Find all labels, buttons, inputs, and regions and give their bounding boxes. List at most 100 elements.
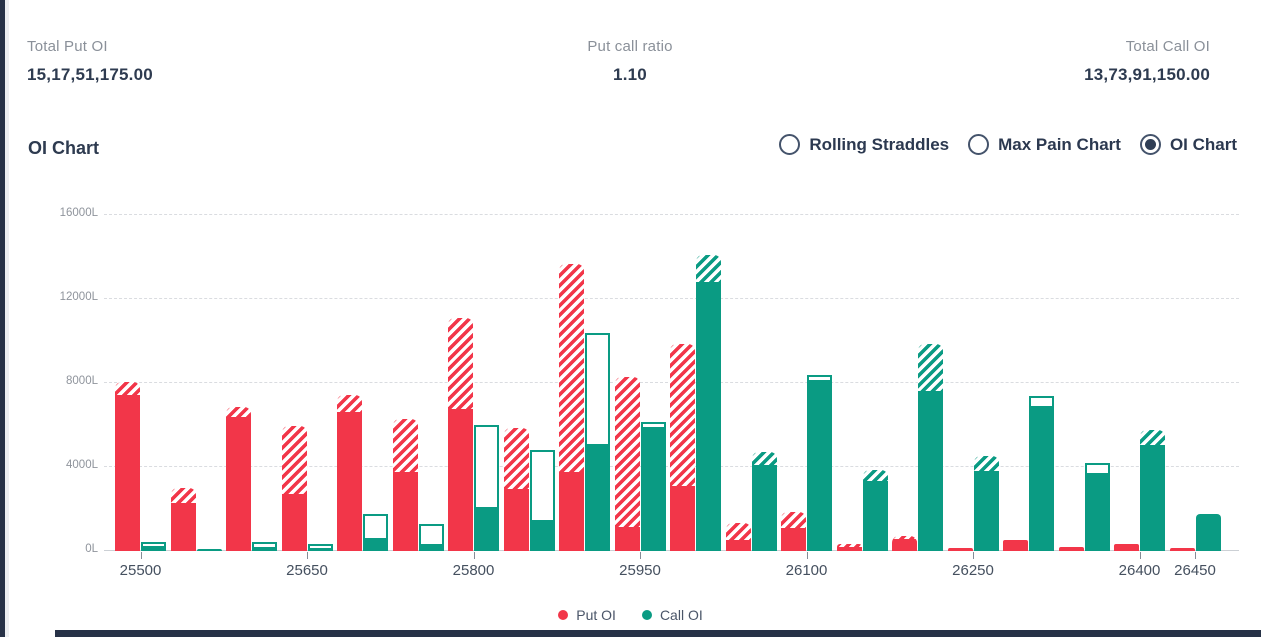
call-oi-bar-25950[interactable] <box>640 421 666 551</box>
call-oi-bar-25850[interactable] <box>529 449 555 551</box>
call-oi-bar-25600-solid-fill <box>254 547 275 549</box>
x-axis-tick <box>1139 552 1141 559</box>
radio-oi-chart[interactable]: OI Chart <box>1139 134 1237 155</box>
y-axis-tick-label: 0L <box>85 543 98 555</box>
legend-item-call-oi[interactable]: Call OI <box>641 607 703 623</box>
total-call-oi-value: 13,73,91,150.00 <box>1084 65 1210 84</box>
call-oi-bar-25900-solid-fill <box>587 443 608 549</box>
put-oi-bar-25500-solid-fill <box>115 394 140 551</box>
call-oi-dot-icon <box>641 610 652 620</box>
x-axis-tick <box>973 552 974 559</box>
call-oi-bar-26000[interactable] <box>696 254 721 551</box>
call-oi-bar-25600[interactable] <box>252 541 277 551</box>
call-oi-bar-26050[interactable] <box>751 452 777 551</box>
put-call-ratio-value: 1.10 <box>613 65 647 84</box>
put-oi-bar-26000-solid-fill <box>670 485 695 551</box>
put-oi-bar-25900[interactable] <box>559 264 584 551</box>
call-oi-bar-26250-solid-fill <box>973 470 999 551</box>
put-oi-bar-25850[interactable] <box>503 428 529 551</box>
put-oi-bar-25900-solid-fill <box>559 471 584 551</box>
put-oi-bar-26100[interactable] <box>781 511 806 551</box>
put-oi-bar-25950[interactable] <box>614 376 640 551</box>
put-oi-bar-26050[interactable] <box>725 523 751 551</box>
put-oi-bar-26350[interactable] <box>1058 547 1084 551</box>
call-oi-bar-25800[interactable] <box>474 425 499 551</box>
call-oi-bar-26200-solid-fill <box>918 391 943 551</box>
radio-selected-icon <box>1139 134 1161 155</box>
call-oi-bar-25550[interactable] <box>196 549 222 551</box>
put-oi-bar-25700[interactable] <box>337 394 362 551</box>
put-oi-bar-25600-solid-fill <box>226 416 251 551</box>
radio-icon <box>779 134 801 155</box>
call-oi-bar-26100[interactable] <box>807 375 832 551</box>
total-put-oi-value: 15,17,51,175.00 <box>27 65 153 84</box>
put-oi-bar-25950-solid-fill <box>614 526 640 551</box>
total-call-oi-label: Total Call OI <box>1125 38 1210 55</box>
y-axis-tick-label: 4000L <box>66 459 98 471</box>
call-oi-bar-25650-solid-fill <box>309 547 331 549</box>
gridline-12000L <box>104 298 1239 299</box>
y-axis-tick-label: 8000L <box>66 375 98 387</box>
x-axis-tick <box>1195 552 1196 559</box>
put-oi-dot-icon <box>558 610 569 620</box>
call-oi-bar-26450[interactable] <box>1195 514 1221 551</box>
call-oi-bar-26400[interactable] <box>1140 430 1165 551</box>
y-axis-tick-label: 12000L <box>59 291 98 303</box>
call-oi-bar-26150[interactable] <box>862 470 888 551</box>
put-oi-bar-25500[interactable] <box>115 381 140 551</box>
total-put-oi-label: Total Put OI <box>27 38 108 55</box>
call-oi-bar-26300-solid-fill <box>1031 406 1052 549</box>
page-title: OI Chart <box>28 138 100 158</box>
put-oi-bar-26100-solid-fill <box>781 527 806 551</box>
put-oi-bar-26400[interactable] <box>1114 544 1139 551</box>
put-oi-bar-26450[interactable] <box>1169 548 1195 551</box>
put-oi-bar-25550[interactable] <box>170 488 196 551</box>
call-oi-bar-25900[interactable] <box>585 332 610 551</box>
legend-item-put-oi[interactable]: Put OI <box>558 607 616 623</box>
call-oi-bar-26150-solid-fill <box>862 480 888 551</box>
call-oi-bar-26350[interactable] <box>1084 462 1110 551</box>
put-oi-bar-26250[interactable] <box>947 547 973 551</box>
call-oi-bar-25700[interactable] <box>363 514 388 551</box>
call-oi-bar-26250[interactable] <box>973 455 999 551</box>
put-oi-bar-25600[interactable] <box>226 406 251 551</box>
gridline-16000L <box>104 214 1239 215</box>
put-oi-bar-25800[interactable] <box>448 317 473 551</box>
chart-type-radio-group: Rolling Straddles Max Pain Chart OI Char… <box>779 134 1237 155</box>
x-axis-tick-label-25950: 25950 <box>619 562 661 579</box>
call-oi-bar-26350-solid-fill <box>1086 473 1108 549</box>
x-axis-tick <box>640 552 641 559</box>
put-oi-bar-25750-solid-fill <box>392 472 418 551</box>
call-oi-bar-25650[interactable] <box>307 544 333 551</box>
left-page-edge <box>0 0 5 637</box>
call-oi-bar-25500[interactable] <box>141 542 166 551</box>
call-oi-bar-25750-solid-fill <box>420 544 442 549</box>
x-axis-tick-label-26450: 26450 <box>1174 562 1216 579</box>
put-oi-bar-25800-solid-fill <box>448 409 473 551</box>
put-oi-bar-26300[interactable] <box>1003 540 1028 551</box>
put-oi-bar-25750[interactable] <box>392 419 418 551</box>
call-oi-bar-25950-solid-fill <box>642 427 664 549</box>
call-oi-bar-25750[interactable] <box>418 523 444 551</box>
x-axis-tick-label-25500: 25500 <box>119 562 162 579</box>
put-oi-bar-25650-solid-fill <box>281 494 307 551</box>
radio-max-pain-chart[interactable]: Max Pain Chart <box>968 134 1121 155</box>
radio-rolling-straddles[interactable]: Rolling Straddles <box>779 134 949 155</box>
x-axis-tick <box>806 552 808 559</box>
call-oi-bar-25700-solid-fill <box>365 537 386 549</box>
put-oi-bar-25650[interactable] <box>281 426 307 551</box>
put-oi-bar-26150-solid-fill <box>836 547 862 551</box>
put-oi-bar-26200-solid-fill <box>892 539 917 551</box>
call-oi-bar-25800-solid-fill <box>476 506 497 549</box>
put-oi-bar-26150[interactable] <box>836 543 862 551</box>
put-oi-bar-26000[interactable] <box>670 343 695 551</box>
put-oi-bar-25700-solid-fill <box>337 411 362 551</box>
call-oi-bar-26200[interactable] <box>918 343 943 551</box>
x-axis-tick-label-25650: 25650 <box>286 562 328 579</box>
left-page-gap <box>5 0 9 637</box>
put-oi-bar-26200[interactable] <box>892 536 917 551</box>
call-oi-bar-26050-solid-fill <box>751 464 777 551</box>
call-oi-bar-26300[interactable] <box>1029 395 1054 551</box>
x-axis-tick-label-26100: 26100 <box>785 562 828 579</box>
